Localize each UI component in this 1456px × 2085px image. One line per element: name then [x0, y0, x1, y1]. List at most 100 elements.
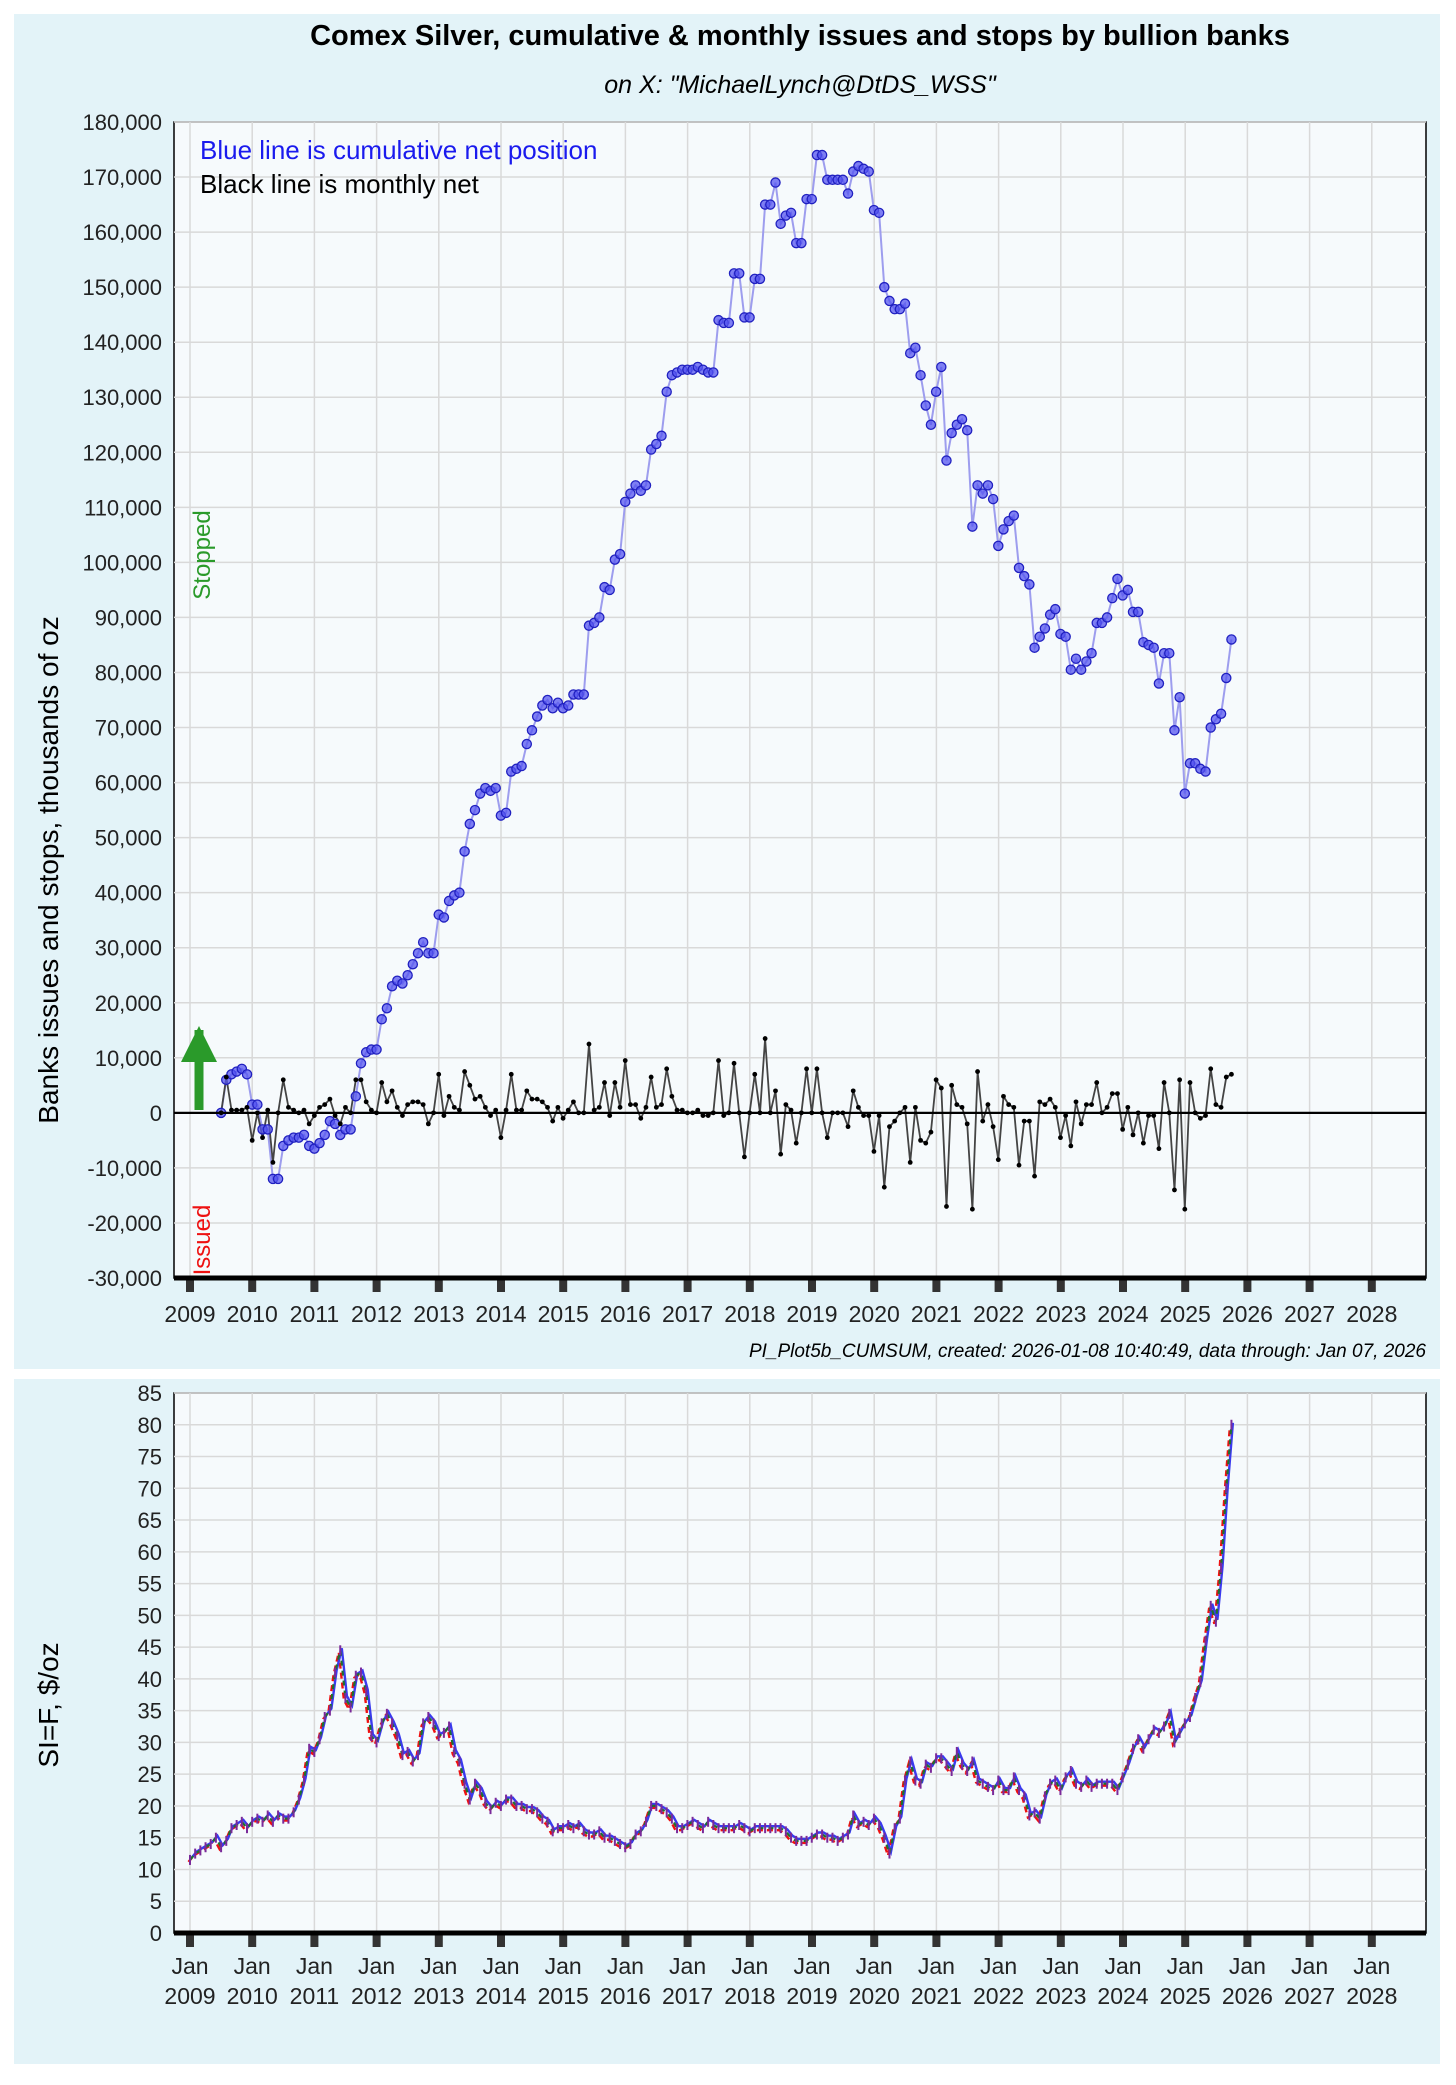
cumulative-net-point [982, 480, 994, 491]
monthly-net-point [1223, 1074, 1229, 1080]
monthly-net-point [876, 1113, 882, 1119]
monthly-net-point [534, 1096, 540, 1102]
cumulative-net-point [863, 166, 875, 177]
bottom-x-tick-label-year: 2025 [1160, 1983, 1211, 2009]
cumulative-net-point [500, 807, 512, 819]
cumulative-net-point [967, 521, 978, 532]
cumulative-net-point [733, 268, 745, 279]
cumulative-net-point [262, 1124, 273, 1135]
bottom-x-tick-label-year: 2023 [1035, 1983, 1086, 2009]
monthly-net-point [985, 1102, 991, 1107]
bottom-x-tick-label-year: 2018 [724, 1983, 775, 2009]
top-y-tick-label: 120,000 [82, 440, 162, 465]
bottom-y-tick-label: 60 [138, 1540, 162, 1565]
monthly-net-point [436, 1071, 442, 1077]
monthly-net-point [441, 1113, 447, 1119]
top-y-tick-label: 100,000 [82, 550, 162, 575]
chart-caption: PI_Plot5b_CUMSUM, created: 2026-01-08 10… [749, 1341, 1426, 1362]
cumulative-net-point [1200, 766, 1211, 777]
cumulative-net-point [1169, 725, 1180, 736]
monthly-net-point [498, 1135, 504, 1141]
monthly-net-point [234, 1107, 240, 1113]
monthly-net-point [1068, 1143, 1074, 1149]
monthly-net-point [783, 1102, 789, 1107]
top-y-tick-label: 30,000 [95, 936, 162, 961]
top-y-tick-label: 140,000 [82, 330, 162, 355]
monthly-net-point [286, 1104, 291, 1110]
monthly-net-point [628, 1102, 633, 1107]
top-plot-area [173, 121, 1427, 1279]
cumulative-net-point [454, 887, 465, 898]
monthly-net-point [368, 1107, 374, 1113]
top-x-tick-label: 2011 [290, 1301, 339, 1327]
cumulative-net-point [972, 480, 983, 491]
monthly-net-point [938, 1085, 944, 1091]
monthly-net-point [716, 1058, 721, 1063]
monthly-net-point [322, 1102, 328, 1107]
monthly-net-point [902, 1104, 908, 1110]
monthly-net-point [591, 1107, 597, 1113]
cumulative-net-point [1024, 579, 1035, 590]
bottom-x-tick-label-year: 2017 [662, 1983, 713, 2009]
monthly-net-point [1151, 1113, 1157, 1119]
monthly-net-point [1078, 1121, 1084, 1127]
bottom-x-tick-label-month: Jan [545, 1953, 582, 1979]
bottom-x-tick-label-month: Jan [1167, 1953, 1204, 1979]
top-y-tick-label: 0 [150, 1101, 162, 1126]
cumulative-net-point [1029, 642, 1040, 653]
cumulative-net-point [837, 174, 849, 186]
cumulative-net-point [350, 1091, 362, 1102]
monthly-net-point [773, 1088, 778, 1094]
monthly-net-point [845, 1124, 851, 1130]
cumulative-net-point [542, 694, 553, 706]
cumulative-net-point [873, 207, 885, 219]
top-y-tick-label: 10,000 [95, 1046, 162, 1071]
top-x-tick-label: 2017 [662, 1301, 713, 1327]
cumulative-net-point [708, 367, 719, 378]
cumulative-net-point [521, 738, 533, 750]
monthly-net-point [239, 1107, 245, 1113]
cumulative-net-point [355, 1058, 367, 1069]
cumulative-net-point [614, 548, 626, 560]
top-y-tick-label: 20,000 [95, 991, 162, 1016]
monthly-net-point [622, 1058, 628, 1063]
price-close-line [189, 1424, 1233, 1861]
monthly-net-point [311, 1113, 317, 1119]
monthly-net-point [1094, 1080, 1100, 1085]
monthly-net-point [933, 1077, 939, 1083]
monthly-net-point [612, 1080, 618, 1085]
top-y-tick-label: 90,000 [95, 605, 162, 630]
monthly-net-point [389, 1088, 395, 1094]
monthly-net-point [907, 1160, 913, 1165]
top-y-tick-label: 180,000 [82, 110, 162, 135]
cumulative-net-point [252, 1099, 263, 1110]
monthly-net-point [944, 1204, 949, 1209]
monthly-net-point [446, 1093, 452, 1099]
bottom-y-tick-label: 85 [138, 1381, 162, 1406]
monthly-net-point [1006, 1102, 1012, 1107]
bottom-y-tick-label: 0 [150, 1921, 162, 1946]
top-series [215, 149, 1237, 1212]
cumulative-net-point [345, 1124, 356, 1135]
bottom-x-tick-label-month: Jan [1291, 1953, 1328, 1979]
cumulative-net-point [319, 1129, 330, 1141]
monthly-net-point [358, 1077, 364, 1083]
monthly-net-point [1052, 1104, 1058, 1110]
monthly-net-point [1172, 1187, 1177, 1193]
bottom-x-tick-label-year: 2028 [1346, 1983, 1397, 2009]
monthly-net-point [529, 1096, 535, 1102]
monthly-net-point [425, 1121, 431, 1127]
monthly-net-point [892, 1118, 898, 1124]
chart-subtitle: on X: "MichaelLynch@DtDS_WSS" [604, 71, 997, 99]
monthly-net-point [659, 1102, 664, 1107]
top-y-tick-label: 110,000 [84, 495, 162, 520]
cumulative-net-point [1050, 603, 1061, 615]
cumulative-net-point [1086, 647, 1097, 659]
top-x-tick-label: 2010 [227, 1301, 278, 1327]
bottom-x-tick-label-year: 2022 [973, 1983, 1024, 2009]
monthly-net-point [633, 1102, 639, 1107]
cumulative-net-point [417, 936, 429, 948]
monthly-net-point [861, 1113, 866, 1119]
cumulative-net-point [723, 317, 735, 329]
